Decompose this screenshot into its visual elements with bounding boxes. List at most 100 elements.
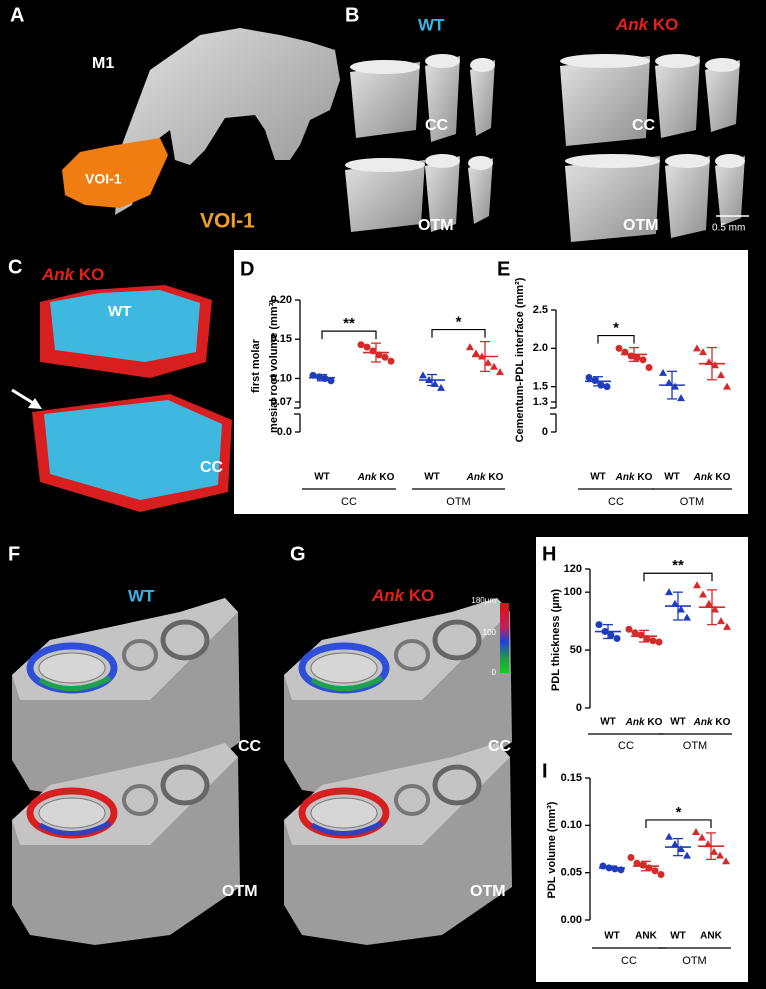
- data-point: [705, 599, 713, 607]
- y-tick-label: 120: [564, 563, 582, 575]
- root-render: [665, 156, 710, 238]
- scale-label: 0.5 mm: [712, 223, 745, 234]
- data-point: [717, 617, 725, 625]
- color-bar-label: 180µm: [471, 596, 496, 605]
- y-axis-label: PDL thickness (µm): [550, 589, 562, 691]
- data-point: [677, 394, 685, 402]
- data-point: [671, 599, 679, 607]
- y-tick-label: 2.0: [533, 342, 548, 354]
- data-point: [711, 605, 719, 613]
- data-point: [607, 631, 615, 639]
- text-part: KO: [486, 472, 504, 483]
- root-render: [705, 60, 740, 132]
- panel-letter: A: [10, 4, 24, 26]
- data-point: [639, 861, 647, 869]
- y-tick-label: 0.15: [561, 772, 582, 784]
- data-point: [615, 344, 623, 352]
- bone-ring: [394, 784, 430, 816]
- y-tick-label: 0.0: [277, 426, 292, 438]
- panel-letter: G: [290, 543, 306, 565]
- text-part: KO: [648, 15, 678, 34]
- significance-bracket: [321, 330, 377, 340]
- panel-letter: I: [542, 760, 548, 782]
- y-axis-label: PDL volume (mm³): [546, 801, 558, 898]
- root-top: [655, 54, 700, 68]
- bone-ring: [432, 619, 482, 661]
- data-point: [484, 358, 492, 366]
- y-tick-label: 2.5: [533, 304, 548, 316]
- data-point: [611, 865, 619, 873]
- data-point: [699, 348, 707, 356]
- data-point: [496, 368, 504, 376]
- data-point: [717, 371, 725, 379]
- data-point: [603, 383, 611, 391]
- root-top: [470, 58, 495, 72]
- data-point: [683, 851, 691, 859]
- panel-letter: F: [8, 543, 20, 565]
- y-tick-label: 0.07: [271, 396, 292, 408]
- x-tick-label: Ank KO: [625, 717, 663, 728]
- text-part: KO: [404, 586, 434, 605]
- text-part: Ank: [371, 586, 406, 605]
- data-point: [639, 356, 647, 364]
- data-point: [655, 638, 663, 646]
- significance-bracket: [431, 328, 486, 338]
- data-point: [645, 364, 653, 371]
- panel-letter: C: [8, 256, 22, 278]
- root-section-wt: [50, 290, 200, 362]
- data-point: [677, 845, 685, 852]
- significance-label: *: [676, 804, 682, 821]
- text-part: Ank: [693, 472, 713, 483]
- y-axis-label: Cementum-PDL interface (mm²): [514, 277, 526, 442]
- data-point: [595, 621, 603, 629]
- y-axis-label: first molar: [250, 338, 262, 393]
- root-top: [715, 154, 745, 168]
- root-render: [345, 160, 425, 232]
- root-render: [425, 156, 460, 232]
- tooth-render: [115, 28, 340, 215]
- data-point: [437, 383, 445, 391]
- data-point: [585, 373, 593, 381]
- bone-ring: [160, 764, 210, 806]
- x-tick-label: ANK: [700, 931, 722, 942]
- group-title: WT: [418, 15, 445, 34]
- data-point: [659, 368, 667, 376]
- text-part: KO: [713, 472, 731, 483]
- root-render: [560, 56, 650, 146]
- data-point: [613, 635, 621, 642]
- voi-caption: VOI-1: [200, 210, 255, 233]
- significance-bracket: [643, 572, 713, 582]
- data-point: [649, 637, 657, 645]
- text-part: Ank: [466, 472, 486, 483]
- significance-label: **: [343, 315, 355, 332]
- y-tick-label: 1.3: [533, 396, 548, 408]
- text-part: KO: [713, 717, 731, 728]
- text-part: Ank: [615, 472, 635, 483]
- data-point: [363, 343, 371, 351]
- data-point: [490, 362, 498, 370]
- y-tick-label: 1.5: [533, 381, 548, 393]
- group-label: Ank KO: [41, 265, 104, 284]
- group-label: CC: [608, 496, 624, 508]
- root-top: [560, 54, 650, 68]
- x-tick-label: WT: [314, 472, 330, 483]
- data-point: [419, 371, 427, 379]
- x-tick-label: Ank KO: [357, 472, 395, 483]
- data-point: [693, 344, 701, 352]
- root-render: [310, 797, 378, 829]
- x-tick-label: WT: [590, 472, 606, 483]
- data-point: [683, 613, 691, 621]
- condition-label: OTM: [623, 217, 659, 234]
- bone-ring: [432, 764, 482, 806]
- data-point: [692, 827, 700, 835]
- text-part: Ank: [357, 472, 377, 483]
- panel-letter: B: [345, 4, 359, 26]
- data-point: [698, 833, 706, 841]
- pdl-ring: [310, 820, 384, 836]
- condition-label: OTM: [470, 883, 506, 900]
- panel-letter: H: [542, 543, 556, 565]
- condition-label: CC: [425, 117, 449, 134]
- root-top: [425, 154, 460, 168]
- x-tick-label: WT: [604, 931, 620, 942]
